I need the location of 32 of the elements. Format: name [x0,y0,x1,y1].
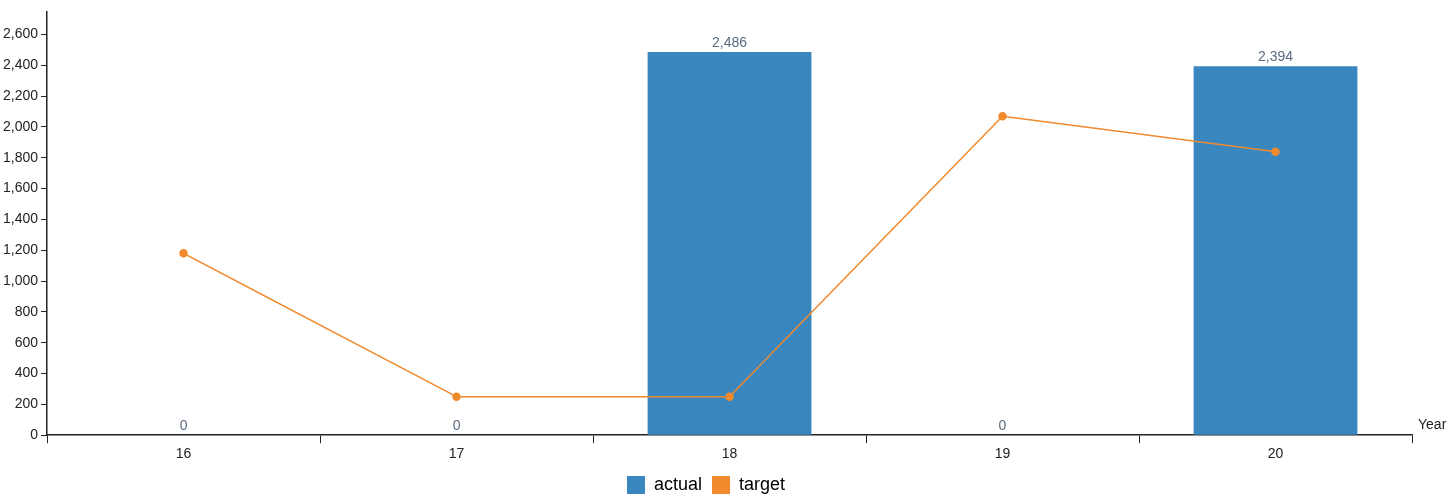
y-tick-label: 2,200 [2,87,39,104]
data-label: 0 [452,417,461,434]
y-tick-label: 1,800 [2,148,39,165]
x-tick-label: 16 [175,445,192,462]
y-tick-label: 2,000 [2,117,39,134]
x-tick-label: 17 [448,445,465,462]
y-tick-label: 800 [14,302,39,319]
point [998,111,1007,121]
y-tick-label: 1,000 [2,271,39,288]
y-tick-label: 400 [14,364,39,381]
x-tick-label: 20 [1267,445,1284,462]
point [725,392,734,401]
data-label: 2,486 [711,33,748,50]
x-tick-label: 19 [994,445,1011,462]
point [179,249,188,258]
data-label: 0 [998,417,1007,434]
x-axis-title: Year [1418,416,1447,433]
y-tick-label: 200 [14,395,39,412]
y-tick-label: 1,200 [2,241,39,258]
x-tick-label: 18 [721,445,738,462]
y-tick-label: 2,400 [2,56,39,73]
y-tick-label: 2,600 [2,25,39,42]
legend-label: target [739,473,786,494]
point [1271,147,1280,156]
legend-label: actual [653,473,703,494]
y-tick-label: 1,600 [2,179,39,196]
data-label: 2,394 [1257,48,1294,65]
y-tick-label: 0 [30,426,39,443]
y-tick-label: 1,400 [2,210,39,227]
point [452,392,461,401]
y-tick-label: 600 [14,333,39,350]
data-label: 0 [179,417,188,434]
